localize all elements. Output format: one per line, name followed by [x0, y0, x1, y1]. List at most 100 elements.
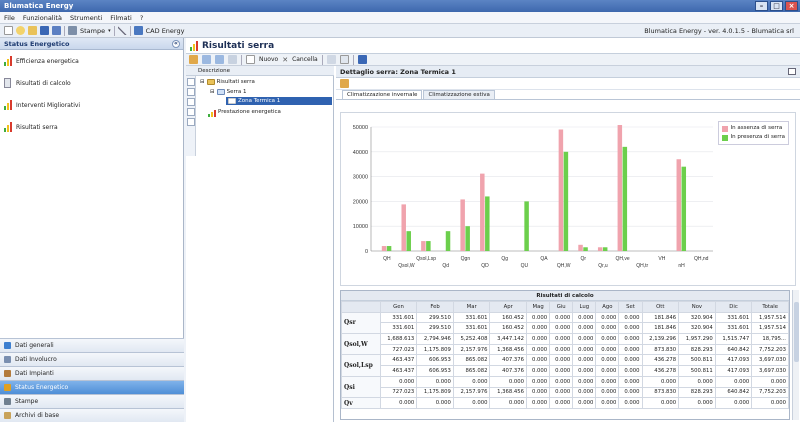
- maximize-panel-icon[interactable]: [788, 68, 796, 75]
- nav-label: Status Energetico: [15, 384, 69, 391]
- minimize-button[interactable]: –: [755, 1, 768, 11]
- table-cell: 0.000: [526, 386, 551, 399]
- nav-label: Archivi di base: [15, 412, 60, 419]
- tools-icon[interactable]: [117, 26, 127, 35]
- tree-node-zona[interactable]: Zona Termica 1: [226, 97, 332, 105]
- tree-node-root[interactable]: ⊟ Risultati serra: [200, 78, 255, 86]
- table-cell: 0.000: [572, 365, 597, 377]
- chart-bar: [681, 166, 687, 251]
- new-icon[interactable]: [246, 55, 255, 64]
- tree-node-serra[interactable]: ⊟ Serra 1: [210, 88, 247, 96]
- save-icon[interactable]: [215, 55, 224, 64]
- nav-archivi[interactable]: Archivi di base: [0, 408, 184, 422]
- nav-dati-impianti[interactable]: Dati Impianti: [0, 366, 184, 380]
- nav-dati-generali[interactable]: Dati generali: [0, 338, 184, 352]
- cad-icon[interactable]: [133, 26, 143, 35]
- left-item-efficienza[interactable]: Efficienza energetica: [0, 50, 183, 72]
- chevron-down-icon[interactable]: ▾: [108, 27, 111, 34]
- table-cell: 0.000: [714, 397, 753, 409]
- scrollbar-thumb[interactable]: [794, 302, 799, 362]
- table-scrollbar[interactable]: [792, 290, 799, 420]
- search-icon[interactable]: [16, 26, 25, 35]
- table-cell: 2,139.296: [641, 333, 680, 345]
- tab-invernale[interactable]: Climatizzazione invernale: [342, 90, 423, 99]
- chart-bar: [676, 159, 682, 251]
- chart-bar: [578, 244, 583, 251]
- cancella-button[interactable]: Cancella: [292, 56, 318, 63]
- table-cell: 0.000: [751, 397, 789, 409]
- table-cell: 160.452: [489, 311, 528, 324]
- table-cell: 407.376: [489, 354, 528, 367]
- tree-side-button[interactable]: [187, 88, 195, 96]
- menu-help[interactable]: ?: [139, 14, 144, 22]
- edit-icon[interactable]: [189, 55, 198, 64]
- menu-filmati[interactable]: Filmati: [110, 14, 132, 22]
- chart-legend: In assenza di serra In presenza di serra: [717, 121, 789, 145]
- main-header: Risultati serra: [186, 38, 800, 54]
- nuovo-button[interactable]: Nuovo: [259, 56, 279, 63]
- table-cell: 1,175.809: [416, 343, 454, 356]
- table-column-header: Mar: [452, 301, 491, 313]
- left-item-risultati-calcolo[interactable]: Risultati di calcolo: [0, 72, 183, 94]
- x-tick-label: nH: [678, 263, 685, 269]
- toolbar-separator: [113, 25, 115, 36]
- nav-icon: [4, 398, 11, 405]
- table-cell: 1,957.514: [751, 322, 789, 335]
- table-cell: 5,252.408: [452, 333, 491, 345]
- new-file-icon[interactable]: [4, 26, 13, 35]
- table-cell: 606.953: [416, 354, 454, 367]
- cad-energy-button[interactable]: CAD Energy: [145, 26, 185, 35]
- menu-strumenti[interactable]: Strumenti: [69, 14, 103, 22]
- copy-icon[interactable]: [339, 55, 349, 64]
- table-cell: 0.000: [572, 375, 597, 388]
- table-cell: 2,794.946: [416, 333, 454, 345]
- table-cell: 1,368.456: [489, 343, 528, 356]
- table-cell: 0.000: [572, 354, 597, 367]
- stampe-menu-button[interactable]: Stampe: [80, 26, 106, 35]
- print-icon[interactable]: [68, 26, 77, 35]
- energy-bars-icon: [4, 122, 12, 132]
- close-button[interactable]: ×: [785, 1, 798, 11]
- detail-panel: Dettaglio serra: Zona Termica 1 Climatiz…: [336, 66, 800, 422]
- table-cell: 436.278: [641, 354, 680, 367]
- menu-funzionalita[interactable]: Funzionalità: [22, 14, 62, 22]
- save-as-icon[interactable]: [52, 26, 61, 35]
- refresh-icon[interactable]: [326, 55, 336, 64]
- arrow-icon[interactable]: [228, 55, 237, 64]
- tree-side-button[interactable]: [187, 108, 195, 116]
- energy-bars-icon: [4, 100, 12, 110]
- tree-side-button[interactable]: [187, 78, 195, 86]
- nav-label: Dati Involucro: [15, 356, 57, 363]
- table-cell: 0.000: [618, 311, 643, 324]
- left-item-interventi[interactable]: Interventi Migliorativi: [0, 94, 183, 116]
- table-cell: 0.000: [572, 397, 597, 409]
- table-cell: 1,368.456: [489, 386, 528, 399]
- save-icon[interactable]: [40, 26, 49, 35]
- table-cell: 3,697.030: [751, 365, 789, 377]
- add-icon[interactable]: [202, 55, 211, 64]
- left-item-risultati-serra[interactable]: Risultati serra: [0, 116, 183, 138]
- table-column-header: Lug: [572, 301, 597, 313]
- tree-side-toolbar: [186, 76, 196, 156]
- nav-stampe[interactable]: Stampe: [0, 394, 184, 408]
- nav-dati-involucro[interactable]: Dati Involucro: [0, 352, 184, 366]
- tree-side-button[interactable]: [187, 118, 195, 126]
- detail-header: Dettaglio serra: Zona Termica 1: [336, 66, 800, 78]
- window-icon[interactable]: [357, 55, 367, 64]
- row-group-label: Qsi: [341, 375, 381, 399]
- delete-icon[interactable]: ✕: [282, 55, 289, 64]
- menu-file[interactable]: File: [4, 14, 15, 22]
- toolbar-separator: [129, 25, 131, 36]
- table-cell: 640.842: [714, 343, 753, 356]
- edit-icon[interactable]: [340, 79, 349, 88]
- tree-node-prestazione[interactable]: Prestazione energetica: [208, 107, 281, 117]
- maximize-button[interactable]: □: [770, 1, 783, 11]
- tab-estiva[interactable]: Climatizzazione estiva: [423, 90, 495, 99]
- nav-status-energetico[interactable]: Status Energetico: [0, 380, 184, 394]
- open-icon[interactable]: [28, 26, 37, 35]
- tree-side-button[interactable]: [187, 98, 195, 106]
- table-cell: 0.000: [526, 333, 551, 345]
- table-cell: 0.000: [595, 354, 620, 367]
- nav-label: Stampe: [15, 398, 39, 405]
- collapse-icon[interactable]: «: [172, 40, 180, 48]
